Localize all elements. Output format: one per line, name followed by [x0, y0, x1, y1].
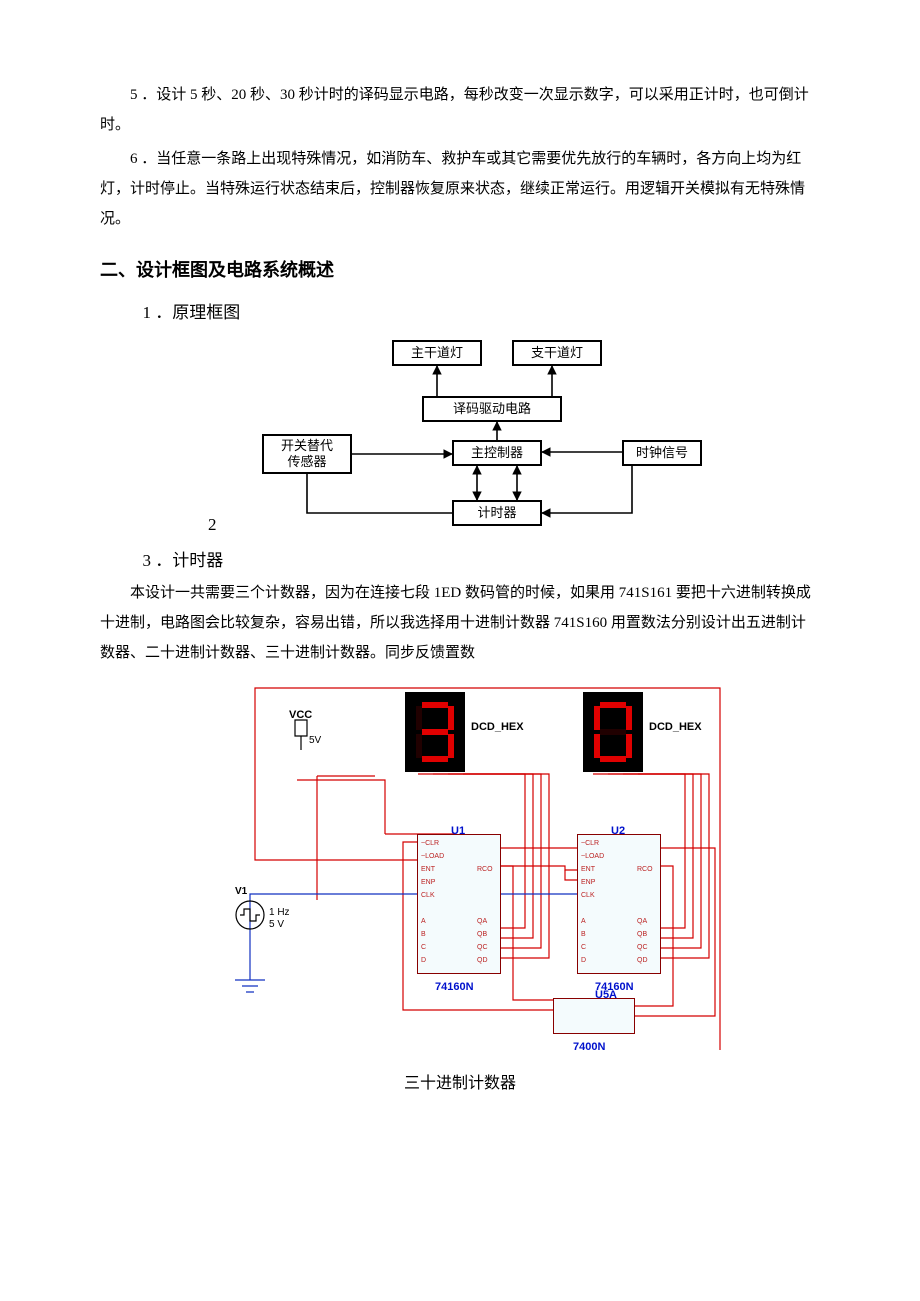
- section-2-heading: 二、设计框图及电路系统概述: [100, 252, 820, 288]
- pin-left-9: D: [421, 957, 426, 964]
- pin-left-4: CLK: [581, 892, 595, 899]
- seg-g: [422, 729, 448, 735]
- label-u1: U1: [451, 820, 465, 842]
- pin-right-9: QD: [637, 957, 648, 964]
- seg-b: [448, 706, 454, 730]
- pin-left-1: ~LOAD: [421, 853, 444, 860]
- pin-left-2: ENT: [421, 866, 435, 873]
- pin-left-8: C: [581, 944, 586, 951]
- schematic: DCD_HEX DCD_HEX VCC 5V V1 1 Hz 5 V U1 U2…: [195, 680, 725, 1060]
- pin-left-6: A: [421, 918, 426, 925]
- label-gate-name: 7400N: [573, 1036, 605, 1058]
- pin-right-7: QB: [637, 931, 647, 938]
- paragraph-6: 6 ．当任意一条路上出现特殊情况，如消防车、救护车或其它需要优先放行的车辆时，各…: [100, 144, 820, 234]
- pin-left-2: ENT: [581, 866, 595, 873]
- seg-g: [600, 729, 626, 735]
- pin-left-4: CLK: [421, 892, 435, 899]
- seg-e: [594, 734, 600, 758]
- bd-node-main-road-light: 主干道灯: [392, 340, 482, 366]
- pin-right-8: QC: [637, 944, 648, 951]
- block-diagram-wrap: 2 主干道灯 支干道灯译码驱动电路开关替代 传感器 主控制器 时钟信号计时器: [100, 340, 820, 540]
- pin-left-8: C: [421, 944, 426, 951]
- bd-node-sub-road-light: 支干道灯: [512, 340, 602, 366]
- pin-left-0: ~CLR: [581, 840, 599, 847]
- seven-seg-display-2: [583, 692, 643, 772]
- label-v1-hz: 1 Hz: [269, 908, 290, 918]
- seg-d: [422, 756, 448, 762]
- seg-d: [600, 756, 626, 762]
- pin-right-6: QA: [477, 918, 487, 925]
- bd-node-switch-sensor: 开关替代 传感器: [262, 434, 352, 474]
- pin-right-2: RCO: [477, 866, 493, 873]
- bd-node-main-ctrl: 主控制器: [452, 440, 542, 466]
- label-chip1-name: 74160N: [435, 976, 474, 998]
- seg-f: [594, 706, 600, 730]
- seg-b: [626, 706, 632, 730]
- seg-c: [448, 734, 454, 758]
- bd-node-decode-drive: 译码驱动电路: [422, 396, 562, 422]
- label-vcc-5v: 5V: [309, 736, 321, 746]
- subheading-3: 3 ．计时器: [100, 544, 820, 578]
- pin-right-2: RCO: [637, 866, 653, 873]
- seven-seg-display-1: [405, 692, 465, 772]
- timer-paragraph: 本设计一共需要三个计数器，因为在连接七段 1ED 数码管的时候，如果用 741S…: [100, 578, 820, 668]
- seg-a: [600, 702, 626, 708]
- label-chip2-name: 74160N: [595, 976, 634, 998]
- label-vcc: VCC: [289, 704, 312, 726]
- pin-left-6: A: [581, 918, 586, 925]
- seg-e: [416, 734, 422, 758]
- pin-right-8: QC: [477, 944, 488, 951]
- subheading-1: 1 ．原理框图: [100, 296, 820, 330]
- label-u2: U2: [611, 820, 625, 842]
- paragraph-5: 5 ．设计 5 秒、20 秒、30 秒计时的译码显示电路，每秒改变一次显示数字，…: [100, 80, 820, 140]
- pin-right-6: QA: [637, 918, 647, 925]
- bd-node-clock-signal: 时钟信号: [622, 440, 702, 466]
- label-dcd-hex-1: DCD_HEX: [471, 716, 524, 738]
- schematic-wrap: DCD_HEX DCD_HEX VCC 5V V1 1 Hz 5 V U1 U2…: [100, 680, 820, 1060]
- block-diagram: 主干道灯 支干道灯译码驱动电路开关替代 传感器 主控制器 时钟信号计时器: [252, 340, 712, 540]
- pin-left-3: ENP: [421, 879, 435, 886]
- chip-u5a: [553, 998, 635, 1034]
- seg-f: [416, 706, 422, 730]
- pin-left-7: B: [421, 931, 426, 938]
- pin-left-9: D: [581, 957, 586, 964]
- label-v1: V1: [235, 882, 247, 902]
- pin-right-9: QD: [477, 957, 488, 964]
- schematic-caption: 三十进制计数器: [100, 1068, 820, 1100]
- seg-c: [626, 734, 632, 758]
- bd-node-timer: 计时器: [452, 500, 542, 526]
- pin-left-3: ENP: [581, 879, 595, 886]
- pin-right-7: QB: [477, 931, 487, 938]
- label-v1-5v: 5 V: [269, 920, 284, 930]
- pin-left-0: ~CLR: [421, 840, 439, 847]
- seg-a: [422, 702, 448, 708]
- document-page: 5 ．设计 5 秒、20 秒、30 秒计时的译码显示电路，每秒改变一次显示数字，…: [0, 0, 920, 1301]
- pin-left-7: B: [581, 931, 586, 938]
- label-dcd-hex-2: DCD_HEX: [649, 716, 702, 738]
- pin-left-1: ~LOAD: [581, 853, 604, 860]
- index-2: 2: [208, 514, 248, 540]
